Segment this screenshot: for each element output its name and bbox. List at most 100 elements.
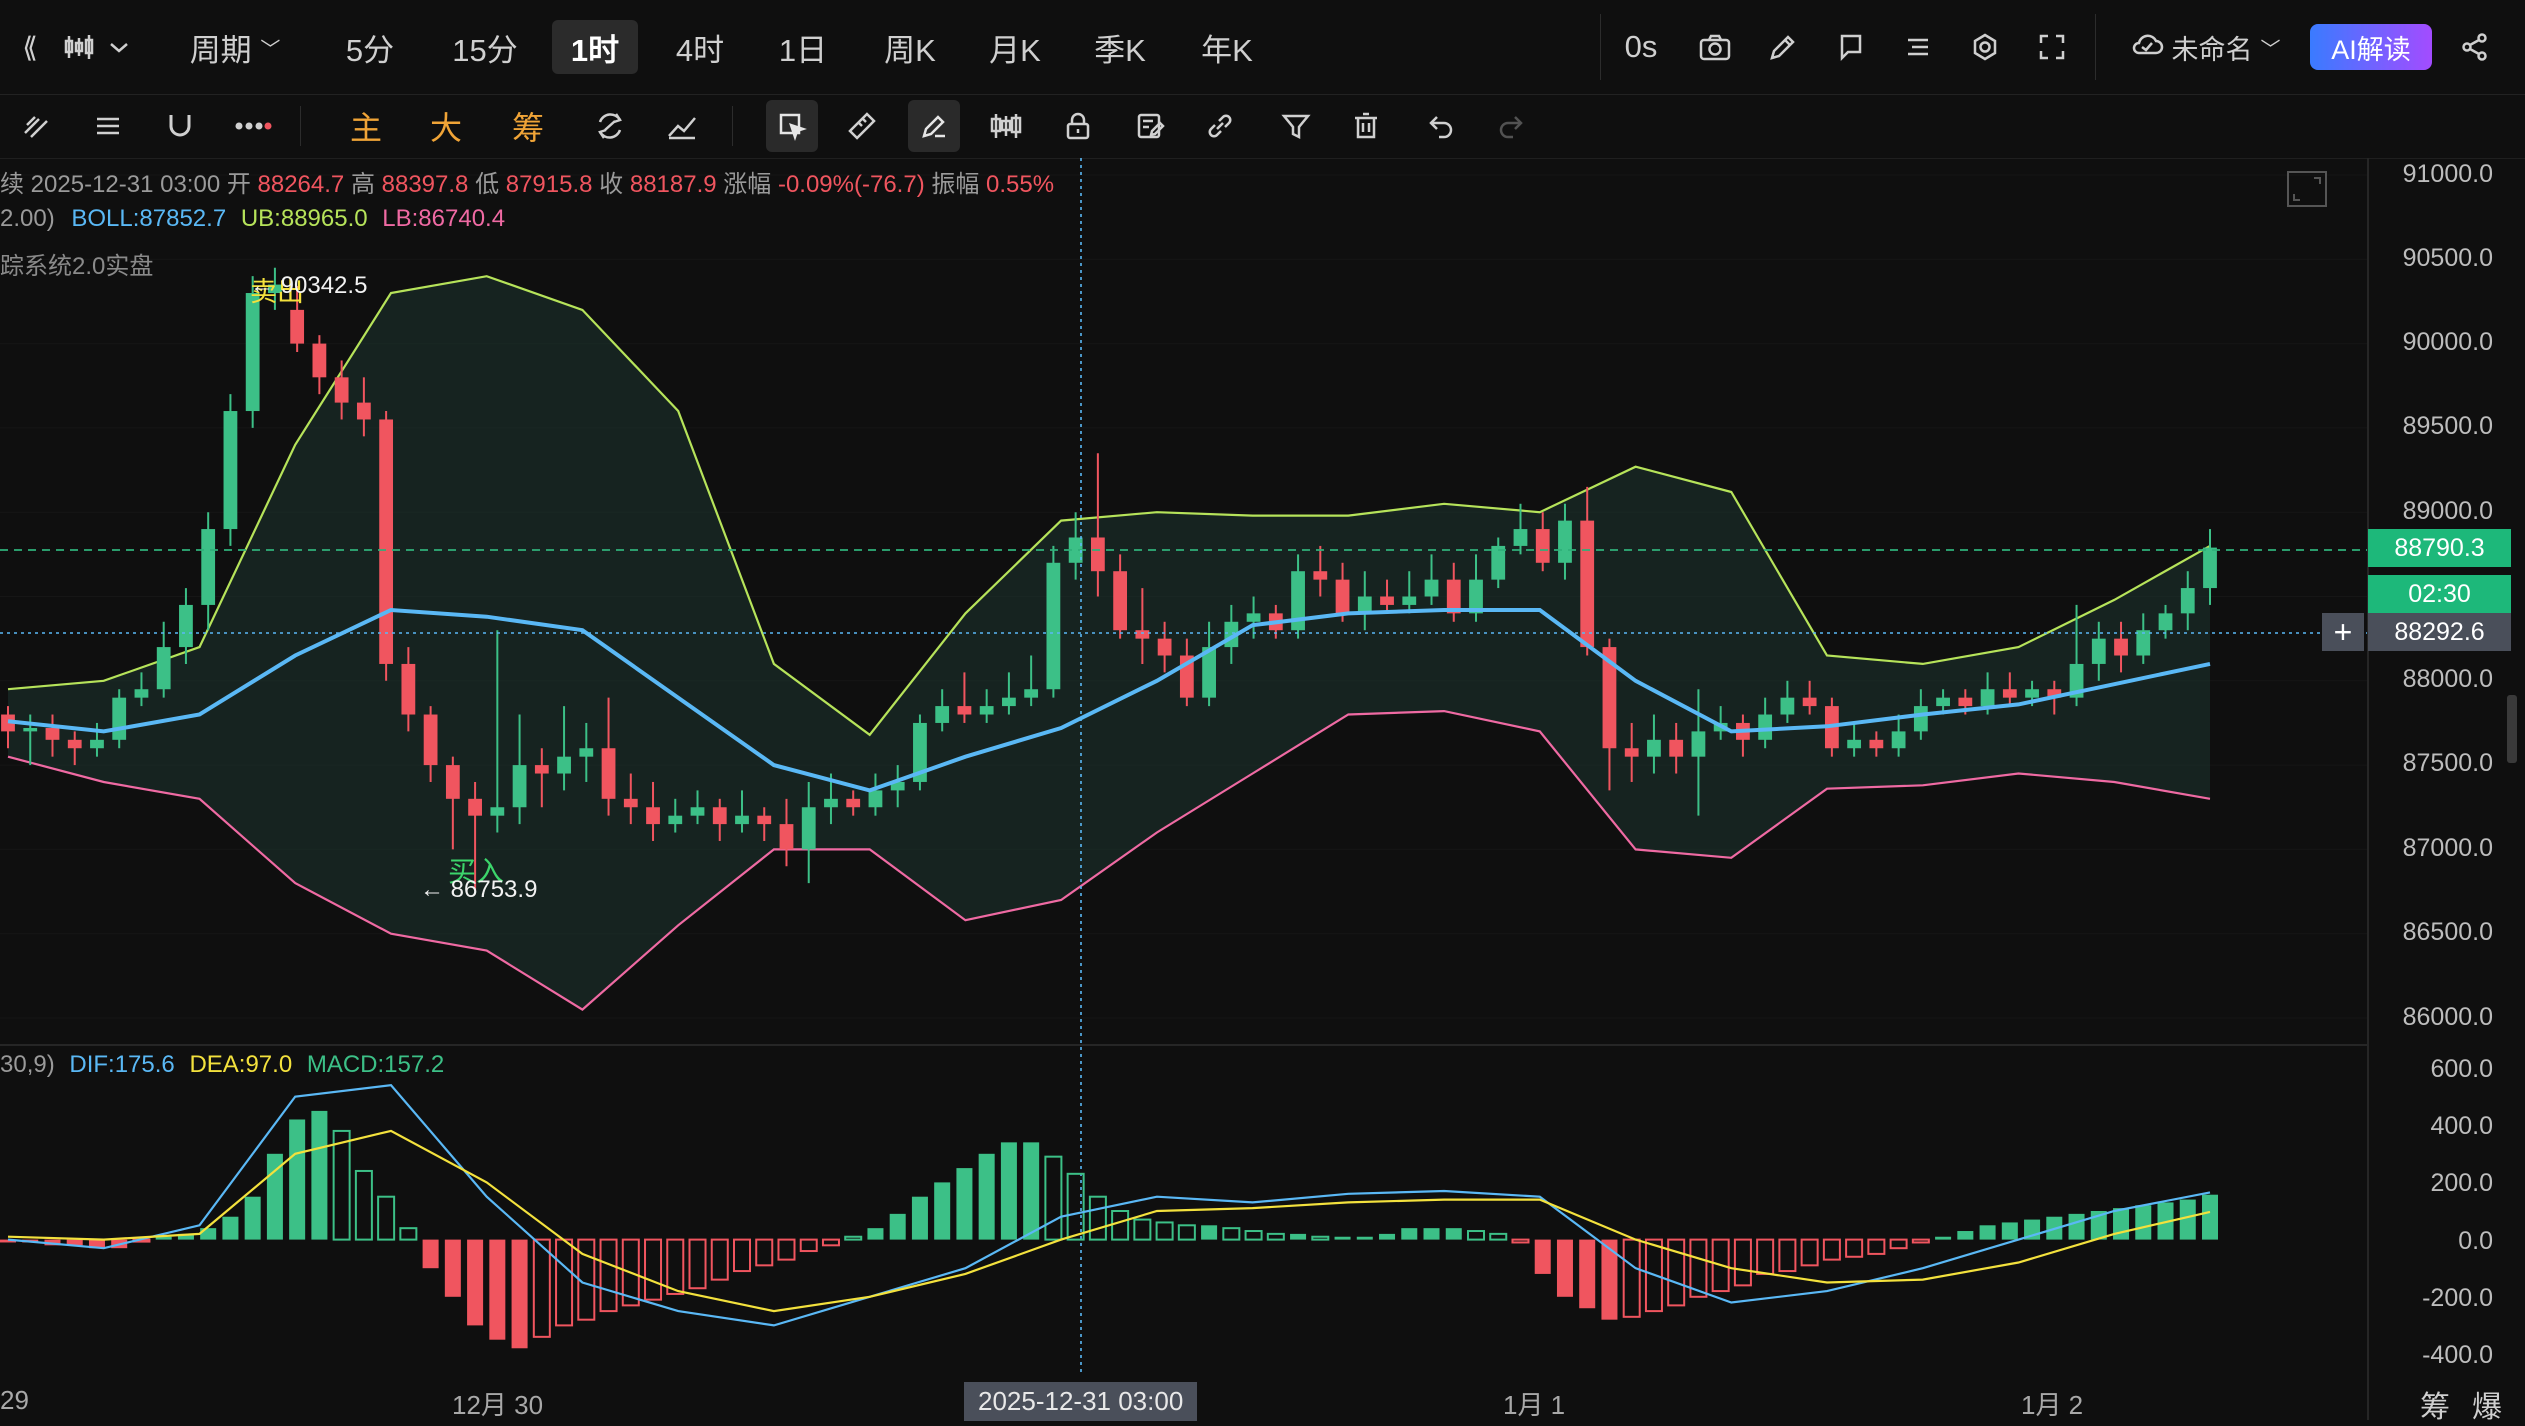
candle-body: [356, 402, 371, 420]
macd-bar: [2090, 1211, 2107, 1240]
tab-1h[interactable]: 1时: [552, 20, 638, 74]
candle-body: [1669, 739, 1684, 757]
share-icon[interactable]: [2450, 0, 2500, 94]
brush-tool-icon[interactable]: [908, 100, 960, 152]
macd-bar: [1356, 1236, 1373, 1240]
add-alert-button[interactable]: +: [2322, 613, 2364, 651]
macd-bar: [1201, 1225, 1218, 1240]
tab-month[interactable]: 月K: [989, 32, 1041, 68]
magnet-icon[interactable]: [158, 94, 202, 158]
more-tools-icon[interactable]: [228, 94, 278, 158]
macd-bar: [222, 1216, 239, 1240]
candle-body: [2114, 638, 2128, 656]
price-axis-label: 89500.0: [2402, 412, 2493, 440]
candle-body: [913, 722, 927, 782]
candle-body: [935, 706, 950, 723]
macd-bar: [2001, 1222, 2018, 1240]
candle-body: [2002, 689, 2017, 698]
candle-body: [1491, 545, 1506, 580]
macd-bar: [599, 1238, 618, 1313]
candle-body: [1913, 706, 1928, 732]
macd-bar: [1845, 1238, 1864, 1258]
cycle-refresh-icon[interactable]: [588, 94, 632, 158]
macd-bar: [200, 1228, 217, 1240]
ai-interpret-button[interactable]: AI解读: [2310, 24, 2432, 70]
candle-body: [379, 419, 394, 664]
edit-list-icon[interactable]: [1128, 94, 1172, 158]
trash-icon[interactable]: [1344, 94, 1388, 158]
chip-distribution-button[interactable]: 筹: [511, 110, 544, 146]
candle-body: [1246, 613, 1261, 622]
layout-name-label: 未命名: [2171, 34, 2253, 65]
chart-type-icon[interactable]: [58, 0, 138, 94]
candle-body: [2069, 663, 2084, 698]
tab-year[interactable]: 年K: [1201, 32, 1253, 68]
sell-signal-label: 卖出: [250, 277, 304, 307]
horizontal-lines-icon[interactable]: [86, 94, 130, 158]
lines-tool-icon[interactable]: [14, 94, 58, 158]
tab-1d[interactable]: 1日: [778, 32, 828, 68]
lock-icon[interactable]: [1056, 94, 1100, 158]
price-chart[interactable]: [0, 158, 2525, 1420]
undo-icon[interactable]: [1418, 94, 1462, 158]
low-label: 低: [475, 171, 500, 198]
macd-bar: [289, 1119, 306, 1240]
trend-measure-icon[interactable]: [660, 94, 704, 158]
candle-body: [1958, 697, 1973, 707]
strategy-label[interactable]: 踪系统2.0实盘: [0, 253, 154, 280]
period-dropdown[interactable]: 周期 ﹀: [180, 0, 290, 94]
macd-bar: [844, 1235, 863, 1241]
last-price-tag: 88790.3: [2368, 529, 2511, 567]
burst-button[interactable]: 爆: [2472, 1391, 2502, 1424]
expand-chart-icon[interactable]: [2286, 170, 2328, 213]
macd-bar: [1556, 1239, 1573, 1297]
settings-icon[interactable]: [1960, 0, 2010, 94]
tab-quarter[interactable]: 季K: [1094, 32, 1146, 68]
tab-week[interactable]: 周K: [884, 32, 936, 68]
candle-body: [1313, 571, 1328, 580]
price-axis-label: 86000.0: [2402, 1003, 2493, 1031]
divider: [1600, 14, 1601, 80]
countdown-toggle[interactable]: 0s: [1624, 29, 1658, 64]
tab-15m[interactable]: 15分: [452, 32, 518, 68]
redo-icon[interactable]: [1490, 94, 1534, 158]
price-axis-label: 90000.0: [2402, 328, 2493, 356]
macd-bar: [0, 1239, 17, 1243]
macd-bar: [821, 1238, 840, 1247]
macd-bar: [1601, 1239, 1618, 1320]
tab-5m[interactable]: 5分: [345, 32, 395, 68]
change-label: 涨幅: [723, 171, 772, 198]
macd-bar: [1935, 1236, 1952, 1240]
candle-body: [445, 765, 460, 799]
candle-body: [1291, 571, 1305, 631]
big-order-button[interactable]: 大: [429, 110, 462, 146]
candle-body: [735, 815, 749, 825]
buy-price-marker: ← 86753.9: [420, 876, 538, 903]
candle-body: [534, 765, 549, 774]
boll-legend[interactable]: 2.00) BOLL:87852.7 UB:88965.0 LB:86740.4: [0, 205, 505, 233]
macd-bar: [1000, 1142, 1017, 1240]
select-tool-icon[interactable]: [766, 100, 818, 152]
ohlc-info: 续 2025-12-31 03:00 开 88264.7 高 88397.8 低…: [0, 164, 1054, 199]
collapse-left-icon[interactable]: ⟪: [22, 31, 38, 63]
pen-icon[interactable]: [1758, 0, 1808, 94]
fullscreen-icon[interactable]: [2027, 0, 2077, 94]
chip-button[interactable]: 筹: [2420, 1391, 2450, 1424]
main-indicator-button[interactable]: 主: [349, 110, 382, 146]
filter-icon[interactable]: [1274, 94, 1318, 158]
candle-style-icon[interactable]: [984, 94, 1028, 158]
cursor-price-tag: 88292.6: [2368, 613, 2511, 651]
price-axis-label: 87000.0: [2402, 834, 2493, 862]
list-icon[interactable]: [1893, 0, 1943, 94]
note-icon[interactable]: [1826, 0, 1876, 94]
candle-body: [1335, 579, 1350, 614]
tab-4h[interactable]: 4时: [675, 32, 725, 68]
macd-bar: [911, 1196, 928, 1240]
right-panel-handle[interactable]: [2507, 695, 2517, 763]
boll-ub-value: UB:88965.0: [240, 205, 368, 232]
camera-icon[interactable]: [1690, 0, 1740, 94]
ruler-icon[interactable]: [840, 94, 884, 158]
layout-name-dropdown[interactable]: 未命名 ﹀: [2110, 0, 2300, 94]
macd-legend[interactable]: 30,9) DIF:175.6 DEA:97.0 MACD:157.2: [0, 1051, 444, 1079]
link-icon[interactable]: [1198, 94, 1242, 158]
